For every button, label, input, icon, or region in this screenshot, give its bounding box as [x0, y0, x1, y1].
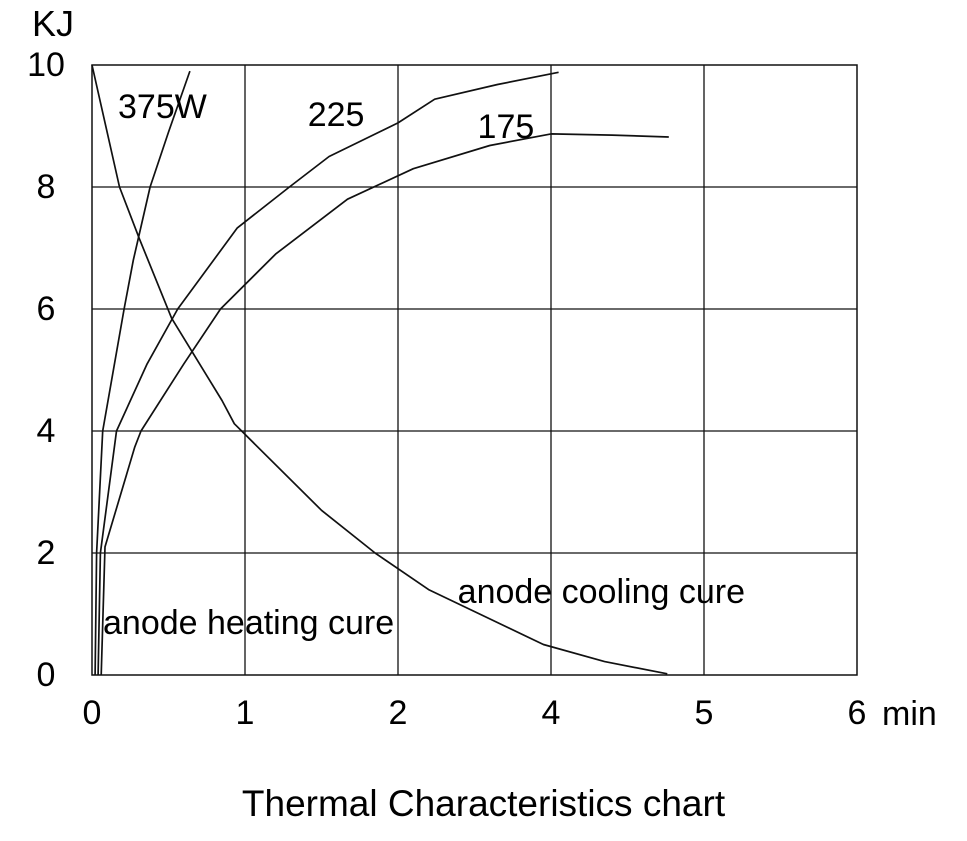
y-tick-label: 4 [36, 412, 56, 450]
x-tick-label: 1 [235, 694, 255, 732]
curve-anode-heating-375W [94, 70, 191, 676]
curve-anode-cooling [91, 64, 668, 675]
y-tick-label: 2 [36, 534, 56, 572]
curve-label-anode-heating-175: 175 [477, 108, 535, 147]
plot-border [91, 64, 858, 676]
x-axis-unit-label: min [882, 695, 937, 733]
y-axis-title: KJ [32, 3, 75, 44]
curve-label-anode-heating-225: 225 [307, 96, 365, 135]
x-tick-label: 2 [388, 694, 408, 732]
x-tick-label: 6 [847, 694, 867, 732]
y-tick-label: 0 [36, 656, 56, 694]
chart-title: Thermal Characteristics chart [241, 783, 726, 824]
y-tick-label: 6 [36, 290, 56, 328]
x-tick-label: 5 [694, 694, 714, 732]
curve-label-anode-cooling: anode cooling cure [457, 573, 745, 612]
plot-area [91, 64, 858, 676]
x-tick-label: 4 [541, 694, 561, 732]
curve-label-anode-heating-375W: 375W [118, 88, 207, 127]
curve-anode-heating-225 [97, 71, 559, 676]
annotation-0: anode heating cure [103, 604, 395, 643]
y-tick-label: 8 [36, 168, 56, 206]
x-tick-label: 0 [82, 694, 102, 732]
curve-anode-heating-175 [100, 133, 669, 676]
y-tick-label: 10 [27, 46, 65, 84]
